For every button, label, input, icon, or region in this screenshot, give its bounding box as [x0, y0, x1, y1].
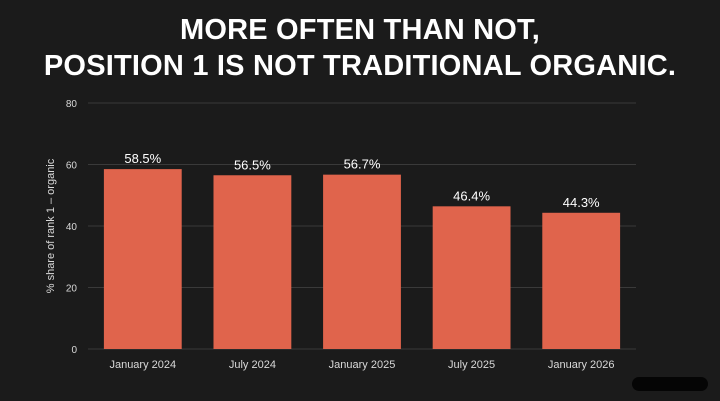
chart-title-line-2: POSITION 1 IS NOT TRADITIONAL ORGANIC. [43, 50, 677, 82]
bar [213, 175, 292, 349]
y-tick-label: 40 [66, 222, 78, 233]
bar-data-label: 56.7% [344, 157, 381, 172]
y-tick-label: 60 [66, 161, 78, 172]
x-tick-label: January 2025 [329, 359, 396, 371]
chart-title: MORE OFTEN THAN NOT, POSITION 1 IS NOT T… [0, 12, 720, 84]
bar [103, 169, 182, 349]
bar [542, 212, 621, 349]
chart-title-line-1: MORE OFTEN THAN NOT, [179, 14, 541, 46]
bar-data-label: 44.3% [563, 195, 600, 210]
x-tick-label: January 2024 [109, 359, 176, 371]
y-tick-label: 0 [71, 345, 77, 356]
bar-data-label: 46.4% [453, 188, 490, 203]
y-tick-label: 20 [66, 284, 78, 295]
bar-data-label: 56.5% [234, 157, 271, 172]
redaction-scribble [632, 377, 708, 391]
x-tick-label: January 2026 [548, 359, 615, 371]
x-tick-label: July 2025 [448, 359, 495, 371]
bar-data-label: 58.5% [124, 151, 161, 166]
x-tick-label: July 2024 [229, 359, 276, 371]
bar [432, 206, 511, 349]
bar [323, 174, 401, 349]
y-axis-label: % share of rank 1 – organic [45, 158, 57, 293]
y-tick-label: 80 [66, 99, 78, 110]
